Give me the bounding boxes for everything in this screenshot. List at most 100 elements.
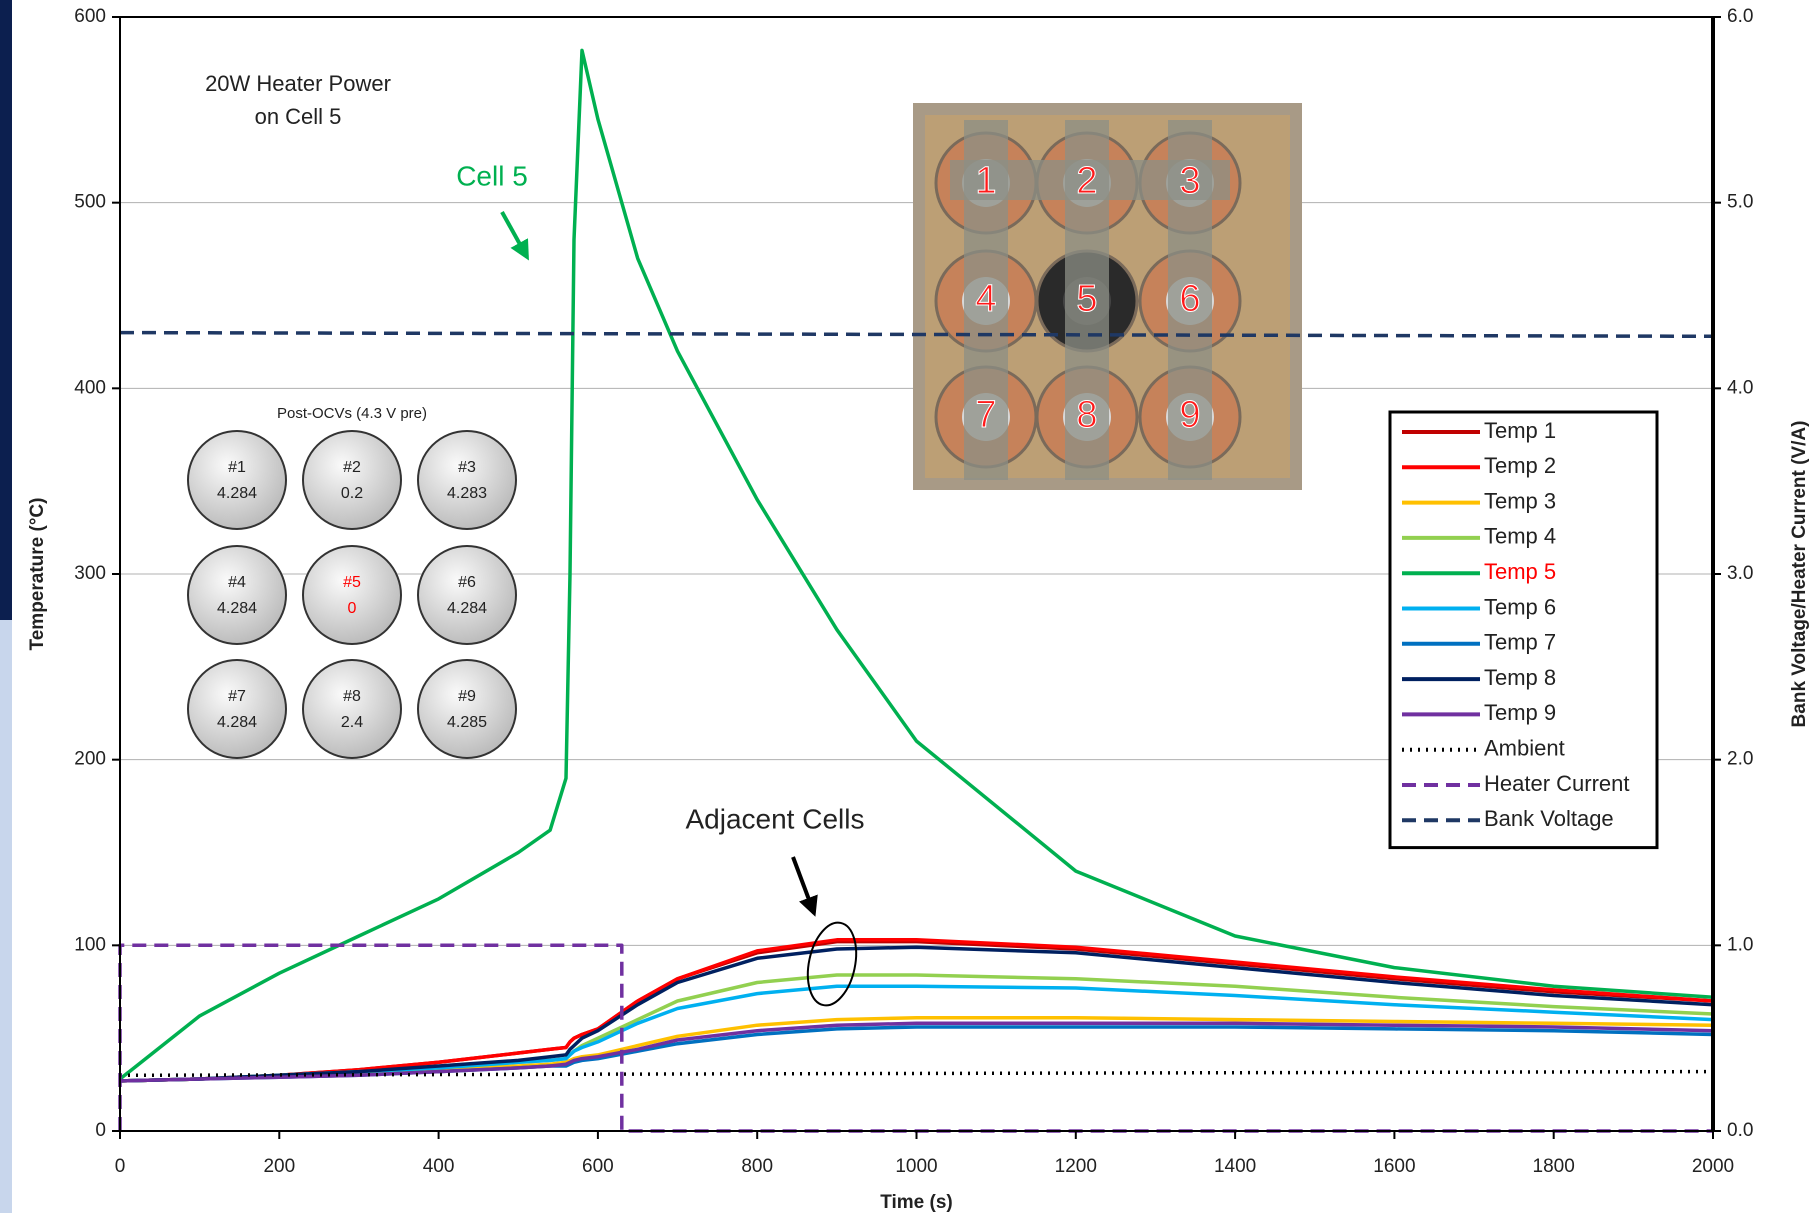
ocv-cell [417, 430, 517, 530]
series-line [119, 1021, 1714, 1083]
x-axis-title: Time (s) [880, 1192, 953, 1213]
legend: Temp 1 Temp 2 Temp 3 Temp 4 Temp 5 Temp 6 Temp… [1388, 410, 1659, 850]
ocv-cell-value: 4.284 [217, 714, 257, 731]
x-tick-label: 1200 [1055, 1156, 1097, 1177]
ocv-cell-label: #7 [228, 688, 246, 705]
legend-label: Temp 5 [1484, 559, 1556, 584]
ocv-grid: Post-OCVs (4.3 V pre) #1 4.284 #2 0.2 #3 4.283… [187, 405, 517, 759]
ocv-cell-label: #1 [228, 459, 246, 476]
photo-strip [950, 160, 1230, 200]
axes: 01002003004005006000.01.02.03.04.05.06.0… [27, 6, 1810, 1213]
ocv-cell-label: #3 [458, 459, 476, 476]
photo-label: 4 [975, 278, 996, 320]
y2-axis-title: Bank Voltage/Heater Current (V/A) [1789, 421, 1810, 728]
y-axis-title: Temperature (°C) [27, 498, 48, 651]
annotation: Adjacent Cells [686, 803, 865, 834]
series-line [119, 1015, 1714, 1083]
arrow [500, 211, 529, 261]
legend-label: Temp 8 [1484, 665, 1556, 690]
ocv-cell [302, 659, 402, 759]
ocv-cell-label: #6 [458, 574, 476, 591]
legend-box [1388, 410, 1659, 850]
ocv-cell-value: 0.2 [341, 485, 363, 502]
photo-label: 5 [1076, 278, 1097, 320]
ocv-cell [417, 545, 517, 645]
legend-label: Bank Voltage [1484, 806, 1614, 831]
series-line [119, 1069, 1714, 1078]
slide-edge [0, 620, 12, 1213]
series-line [119, 938, 1714, 1083]
x-tick-label: 1600 [1373, 1156, 1415, 1177]
annotation: 20W Heater Power [205, 71, 391, 96]
y2-tick-label: 0.0 [1727, 1120, 1753, 1141]
y-tick-label: 100 [74, 934, 106, 955]
series-line [119, 939, 1714, 1083]
legend-label: Temp 9 [1484, 700, 1556, 725]
ocv-cell [417, 659, 517, 759]
y2-tick-label: 4.0 [1727, 377, 1753, 398]
photo-label: 8 [1076, 394, 1097, 436]
y2-tick-label: 3.0 [1727, 563, 1753, 584]
annotation: Cell 5 [456, 160, 528, 191]
photo-label: 9 [1179, 394, 1200, 436]
ocv-cell [302, 545, 402, 645]
inset-photo: 1 2 3 4 5 6 7 8 9 [913, 103, 1302, 490]
ocv-cell-value: 4.284 [217, 485, 257, 502]
ocv-cell-label: #5 [343, 574, 361, 591]
series-line [118, 48, 1714, 1081]
y2-tick-label: 5.0 [1727, 192, 1753, 213]
annotations: 20W Heater Power on Cell 5 Cell 5 Adjace… [205, 71, 865, 1007]
highlight-ellipse [806, 921, 858, 1007]
y-tick-label: 400 [74, 377, 106, 398]
legend-label: Temp 6 [1484, 594, 1556, 619]
y2-tick-label: 1.0 [1727, 934, 1753, 955]
x-tick-label: 1400 [1214, 1156, 1256, 1177]
x-tick-label: 0 [115, 1156, 126, 1177]
x-tick-label: 400 [423, 1156, 455, 1177]
ocv-cell [187, 659, 287, 759]
ocv-cell-value: 0 [348, 600, 357, 617]
photo-label: 7 [975, 394, 996, 436]
series-line [118, 943, 1713, 1133]
ocv-cell-label: #8 [343, 688, 361, 705]
ocv-cell-value: 4.283 [447, 485, 487, 502]
photo-label: 1 [975, 160, 996, 202]
ocv-cell [187, 545, 287, 645]
legend-label: Temp 7 [1484, 630, 1556, 655]
y-tick-label: 500 [74, 192, 106, 213]
x-tick-label: 200 [263, 1156, 295, 1177]
ocv-title: Post-OCVs (4.3 V pre) [277, 405, 427, 422]
legend-label: Temp 1 [1484, 418, 1556, 443]
legend-label: Temp 2 [1484, 453, 1556, 478]
x-tick-label: 1800 [1533, 1156, 1575, 1177]
y-tick-label: 600 [74, 6, 106, 27]
series-line [119, 330, 1714, 339]
ocv-cell-value: 4.285 [447, 714, 487, 731]
y2-tick-label: 2.0 [1727, 749, 1753, 770]
photo-label: 2 [1076, 160, 1097, 202]
x-tick-label: 2000 [1692, 1156, 1734, 1177]
x-tick-label: 600 [582, 1156, 614, 1177]
ocv-cell-value: 4.284 [447, 600, 487, 617]
ocv-cell-value: 4.284 [217, 600, 257, 617]
x-tick-label: 800 [741, 1156, 773, 1177]
legend-label: Temp 4 [1484, 524, 1556, 549]
ocv-cell-label: #4 [228, 574, 246, 591]
photo-label: 3 [1179, 160, 1200, 202]
ocv-cell [302, 430, 402, 530]
ocv-cell-label: #9 [458, 688, 476, 705]
legend-label: Ambient [1484, 736, 1565, 761]
ocv-cell-value: 2.4 [341, 714, 363, 731]
legend-label: Temp 3 [1484, 488, 1556, 513]
y-tick-label: 200 [74, 749, 106, 770]
ocv-cell [187, 430, 287, 530]
photo-label: 6 [1179, 278, 1200, 320]
ocv-cell-label: #2 [343, 459, 361, 476]
series-line [119, 945, 1714, 1083]
y-tick-label: 300 [74, 563, 106, 584]
legend-label: Heater Current [1484, 771, 1630, 796]
x-tick-label: 1000 [895, 1156, 937, 1177]
arrow [791, 856, 818, 917]
